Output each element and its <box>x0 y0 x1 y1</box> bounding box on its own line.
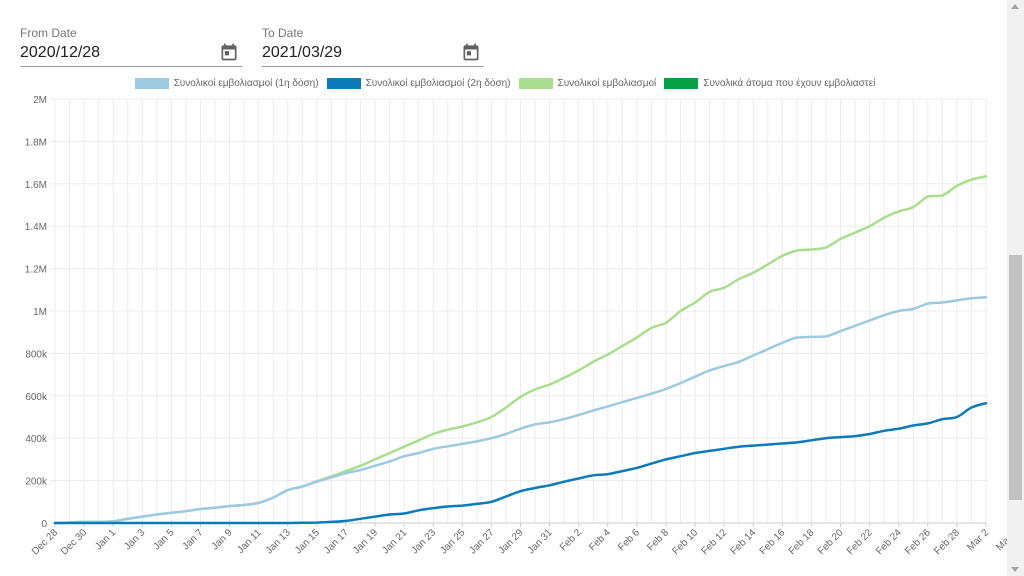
to-date-input[interactable]: 2021/03/29 <box>262 44 343 61</box>
x-tick-label: Jan 29 <box>497 527 526 556</box>
scrollbar-thumb[interactable] <box>1009 255 1022 500</box>
legend-swatch <box>518 78 553 89</box>
legend-item[interactable]: Συνολικοί εμβολιασμοί (1η δόση) <box>134 78 319 89</box>
x-tick-label: Jan 15 <box>293 527 322 556</box>
y-tick-label: 0 <box>41 519 47 530</box>
to-date-field[interactable]: To Date 2021/03/29 <box>262 22 484 67</box>
x-tick-label: Feb 20 <box>816 527 846 557</box>
x-tick-label: Feb 4 <box>587 527 613 553</box>
y-tick-label: 200k <box>25 477 48 488</box>
legend-item[interactable]: Συνολικοί εμβολιασμοί (2η δόση) <box>326 78 511 89</box>
x-tick-label: Mar 4 <box>994 527 1007 553</box>
x-tick-label: Feb 28 <box>932 527 962 557</box>
x-tick-label: Feb 24 <box>874 527 904 557</box>
x-tick-label: Jan 11 <box>235 527 264 556</box>
x-tick-label: Feb 6 <box>616 527 642 553</box>
series-line <box>53 401 988 525</box>
legend-item[interactable]: Συνολικοί εμβολιασμοί <box>518 78 657 89</box>
y-tick-label: 1.6M <box>25 180 47 191</box>
x-tick-label: Feb 18 <box>787 527 817 557</box>
y-tick-label: 2M <box>33 95 47 106</box>
scroll-up-arrow[interactable] <box>1011 4 1019 9</box>
legend-item[interactable]: Συνολικά άτομα που έχουν εμβολιαστεί <box>664 78 875 89</box>
x-tick-label: Jan 9 <box>210 527 235 552</box>
legend-swatch <box>134 78 169 89</box>
x-tick-label: Feb 22 <box>845 527 875 557</box>
x-tick-label: Jan 31 <box>526 527 555 556</box>
x-tick-label: Jan 7 <box>181 527 206 552</box>
y-tick-label: 800k <box>25 349 48 360</box>
x-tick-label: Dec 28 <box>30 527 60 557</box>
from-date-input[interactable]: 2020/12/28 <box>20 44 101 61</box>
x-tick-label: Jan 1 <box>93 527 118 552</box>
x-tick-label: Feb 14 <box>729 527 759 557</box>
series-line <box>53 295 988 525</box>
x-tick-label: Jan 13 <box>264 527 293 556</box>
x-tick-label: Jan 19 <box>351 527 380 556</box>
to-date-label: To Date <box>262 26 304 40</box>
from-date-label: From Date <box>20 26 77 40</box>
y-tick-label: 600k <box>25 392 48 403</box>
y-tick-label: 1M <box>33 307 47 318</box>
x-tick-label: Jan 21 <box>380 527 409 556</box>
x-tick-label: Feb 8 <box>645 527 671 553</box>
x-tick-label: Jan 3 <box>122 527 147 552</box>
x-tick-label: Mar 2 <box>965 527 991 553</box>
scroll-down-arrow[interactable] <box>1011 567 1019 572</box>
y-tick-label: 1.8M <box>25 137 47 148</box>
legend-swatch <box>664 78 699 89</box>
calendar-icon[interactable] <box>219 42 239 62</box>
vertical-scrollbar[interactable] <box>1007 0 1024 576</box>
to-date-underline <box>262 66 484 67</box>
y-tick-label: 1.4M <box>25 222 47 233</box>
legend-swatch <box>326 78 361 89</box>
legend-label: Συνολικοί εμβολιασμοί <box>557 78 657 89</box>
x-tick-label: Feb 10 <box>670 527 700 557</box>
legend-label: Συνολικοί εμβολιασμοί (2η δόση) <box>365 78 511 89</box>
x-tick-label: Feb 16 <box>758 527 788 557</box>
from-date-field[interactable]: From Date 2020/12/28 <box>20 22 242 67</box>
x-tick-label: Dec 30 <box>59 527 89 557</box>
y-tick-label: 400k <box>25 434 48 445</box>
x-tick-label: Feb 26 <box>903 527 933 557</box>
calendar-icon[interactable] <box>461 42 481 62</box>
x-tick-label: Feb 12 <box>699 527 729 557</box>
y-tick-label: 1.2M <box>25 265 47 276</box>
x-tick-label: Jan 23 <box>409 527 438 556</box>
from-date-underline <box>20 66 242 67</box>
x-tick-label: Feb 2 <box>558 527 584 553</box>
chart-legend: Συνολικοί εμβολιασμοί (1η δόση) Συνολικοί… <box>0 78 1010 89</box>
x-tick-label: Jan 27 <box>468 527 497 556</box>
x-tick-label: Jan 5 <box>151 527 176 552</box>
x-tick-label: Jan 17 <box>322 527 351 556</box>
legend-label: Συνολικά άτομα που έχουν εμβολιαστεί <box>703 78 876 89</box>
x-tick-label: Jan 25 <box>438 527 467 556</box>
legend-label: Συνολικοί εμβολιασμοί (1η δόση) <box>173 78 319 89</box>
